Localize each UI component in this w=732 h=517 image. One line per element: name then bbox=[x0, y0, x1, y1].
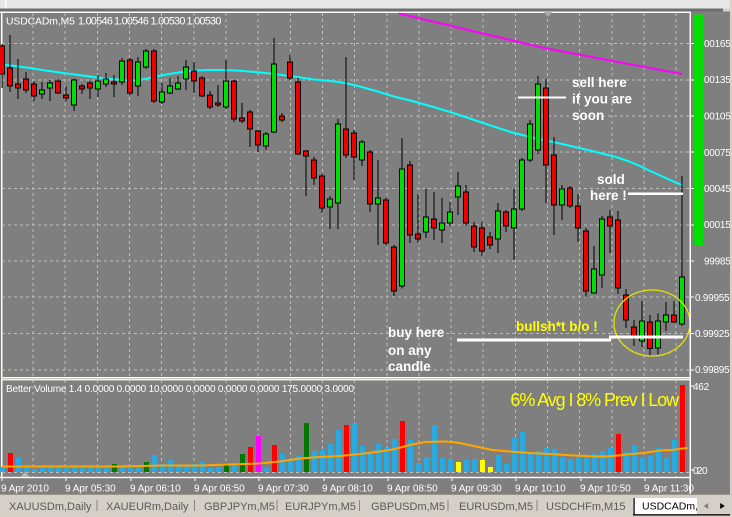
svg-text:2: 2 bbox=[697, 466, 703, 477]
svg-text:9 Apr 07:30: 9 Apr 07:30 bbox=[258, 483, 309, 494]
svg-text:on any: on any bbox=[388, 343, 432, 358]
svg-text:EURUSDm,M5: EURUSDm,M5 bbox=[459, 501, 533, 513]
svg-text:9 Apr 06:10: 9 Apr 06:10 bbox=[130, 483, 181, 494]
svg-text:00135: 00135 bbox=[704, 75, 731, 86]
svg-text:9 Apr 2010: 9 Apr 2010 bbox=[1, 483, 49, 494]
svg-text:00165: 00165 bbox=[704, 39, 731, 50]
svg-text:GBPUSDm,M5: GBPUSDm,M5 bbox=[371, 501, 445, 513]
svg-text:0: 0 bbox=[693, 466, 699, 477]
svg-text:1.00546: 1.00546 bbox=[78, 16, 113, 28]
svg-text:462: 462 bbox=[693, 382, 710, 393]
svg-text:Better Volume 1.4 0.0000 0.000: Better Volume 1.4 0.0000 0.0000 10.0000 … bbox=[6, 384, 355, 395]
svg-text:EURJPYm,M5: EURJPYm,M5 bbox=[285, 501, 356, 513]
svg-text:USDCHFm,M15: USDCHFm,M15 bbox=[546, 501, 625, 513]
svg-text:sold: sold bbox=[597, 172, 625, 187]
svg-text:soon: soon bbox=[572, 108, 604, 123]
svg-text:candle: candle bbox=[388, 359, 431, 374]
svg-text:1.00530: 1.00530 bbox=[187, 16, 222, 28]
svg-text:9 Apr 10:10: 9 Apr 10:10 bbox=[515, 483, 566, 494]
svg-text:1.00546: 1.00546 bbox=[114, 16, 149, 28]
svg-text:XAUEURm,Daily: XAUEURm,Daily bbox=[106, 501, 189, 513]
svg-text:buy here: buy here bbox=[388, 325, 445, 340]
svg-text:0.99895: 0.99895 bbox=[695, 365, 730, 376]
svg-text:0.99925: 0.99925 bbox=[695, 329, 730, 340]
svg-text:0: 0 bbox=[702, 466, 708, 477]
svg-text:0.99955: 0.99955 bbox=[695, 293, 730, 304]
svg-text:00045: 00045 bbox=[704, 184, 731, 195]
svg-text:00015: 00015 bbox=[704, 220, 731, 231]
svg-text:sell here: sell here bbox=[572, 75, 627, 90]
svg-text:9 Apr 08:10: 9 Apr 08:10 bbox=[322, 483, 373, 494]
svg-text:00075: 00075 bbox=[704, 148, 731, 159]
svg-text:9 Apr 06:50: 9 Apr 06:50 bbox=[194, 483, 245, 494]
svg-text:if you are: if you are bbox=[572, 92, 633, 107]
svg-text:XAUUSDm,Daily: XAUUSDm,Daily bbox=[9, 501, 92, 513]
svg-text:99985: 99985 bbox=[704, 257, 731, 268]
svg-text:9 Apr 09:30: 9 Apr 09:30 bbox=[451, 483, 502, 494]
svg-text:GBPJPYm,M5: GBPJPYm,M5 bbox=[204, 501, 275, 513]
svg-text:USDCADm,: USDCADm, bbox=[642, 501, 698, 513]
svg-text:here !: here ! bbox=[590, 188, 627, 203]
svg-text:9 Apr 05:30: 9 Apr 05:30 bbox=[65, 483, 116, 494]
svg-text:1.00530: 1.00530 bbox=[151, 16, 186, 28]
svg-text:USDCADm,M5: USDCADm,M5 bbox=[6, 17, 75, 28]
svg-text:9 Apr 08:50: 9 Apr 08:50 bbox=[387, 483, 438, 494]
svg-text:6% Avg I 8% Prev I Low: 6% Avg I 8% Prev I Low bbox=[510, 390, 680, 410]
svg-text:00105: 00105 bbox=[704, 112, 731, 123]
svg-text:9 Apr 10:50: 9 Apr 10:50 bbox=[580, 483, 631, 494]
svg-text:bullsh*t b/o !: bullsh*t b/o ! bbox=[516, 319, 598, 334]
svg-text:9 Apr 11:30: 9 Apr 11:30 bbox=[644, 483, 694, 494]
